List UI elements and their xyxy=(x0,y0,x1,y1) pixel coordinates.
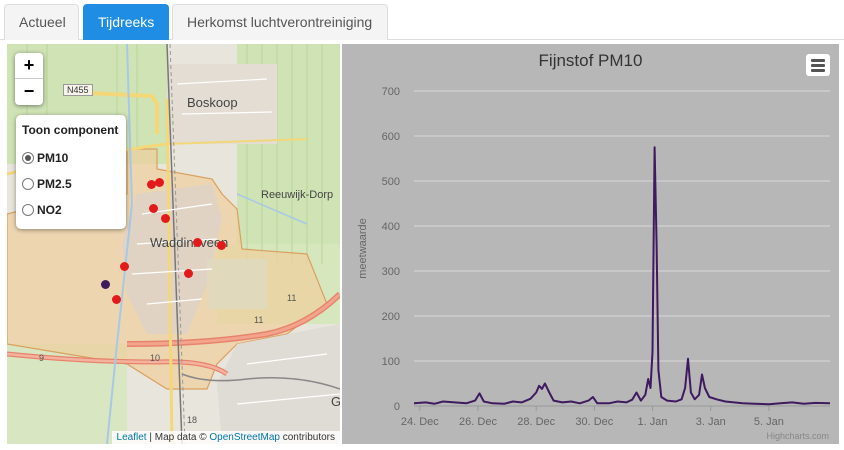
menu-icon xyxy=(811,69,825,72)
chart-credits[interactable]: Highcharts.com xyxy=(766,431,829,441)
chart-menu-button[interactable] xyxy=(806,54,830,76)
pm10-series-line xyxy=(413,146,831,406)
radio-no2[interactable] xyxy=(22,204,34,216)
menu-icon xyxy=(811,59,825,62)
component-label: PM10 xyxy=(37,151,69,165)
component-selector: Toon component PM10 PM2.5 NO2 xyxy=(16,115,126,229)
place-reeuwijk: Reeuwijk-Dorp xyxy=(261,189,334,201)
x-tick-label: 1. Jan xyxy=(638,416,668,428)
sensor-marker[interactable] xyxy=(149,204,158,213)
tab-herkomst[interactable]: Herkomst luchtverontreiniging xyxy=(172,4,388,40)
x-tick-label: 26. Dec xyxy=(459,416,497,428)
sensor-marker[interactable] xyxy=(155,178,164,187)
road-number: 11 xyxy=(287,293,297,303)
road-number: 18 xyxy=(187,415,198,425)
radio-pm25[interactable] xyxy=(22,178,34,190)
y-tick-label: 400 xyxy=(382,221,400,233)
place-boskoop: Boskoop xyxy=(187,95,238,110)
y-tick-label: 600 xyxy=(382,131,400,143)
x-tick-label: 28. Dec xyxy=(517,416,555,428)
tab-tijdreeks[interactable]: Tijdreeks xyxy=(83,4,169,40)
y-tick-label: 700 xyxy=(382,86,400,98)
x-tick-label: 3. Jan xyxy=(696,416,726,428)
tab-bar: Actueel Tijdreeks Herkomst luchtverontre… xyxy=(0,0,844,40)
chart-plot: 0 100 200 300 400 500 600 700 24. Dec 26. Dec 28. … xyxy=(357,86,831,428)
road-number: 10 xyxy=(150,353,161,363)
sensor-marker[interactable] xyxy=(217,241,226,250)
y-tick-label: 500 xyxy=(382,176,400,188)
chart-title: Fijnstof PM10 xyxy=(538,51,643,70)
component-selector-title: Toon component xyxy=(22,123,119,137)
map-panel[interactable]: N455 Boskoop Reeuwijk-Dorp Waddinxveen G… xyxy=(7,44,340,444)
sensor-marker[interactable] xyxy=(184,269,193,278)
y-tick-label: 100 xyxy=(382,356,400,368)
component-option-pm10[interactable]: PM10 xyxy=(22,145,120,171)
zoom-in-button[interactable]: + xyxy=(15,53,43,79)
timeseries-chart: Fijnstof PM10 0 100 200 300 400 500 600 700 24. … xyxy=(342,44,839,444)
component-label: PM2.5 xyxy=(37,177,72,191)
map-tiles xyxy=(7,44,340,444)
road-shield-n455: N455 xyxy=(63,84,93,96)
x-tick-label: 5. Jan xyxy=(754,416,784,428)
zoom-control: + − xyxy=(15,53,43,105)
sensor-marker[interactable] xyxy=(112,295,121,304)
map-attribution: Leaflet | Map data © OpenStreetMap contr… xyxy=(111,431,340,444)
y-axis-label: meetwaarde xyxy=(357,218,369,279)
x-tick-label: 30. Dec xyxy=(575,416,613,428)
sensor-marker[interactable] xyxy=(193,238,202,247)
attribution-tail: contributors xyxy=(279,432,335,443)
y-tick-label: 200 xyxy=(382,311,400,323)
y-tick-label: 300 xyxy=(382,266,400,278)
leaflet-link[interactable]: Leaflet xyxy=(116,432,147,443)
tab-actueel[interactable]: Actueel xyxy=(4,4,79,40)
radio-pm10[interactable] xyxy=(22,152,34,164)
road-number: 9 xyxy=(39,353,45,363)
component-option-no2[interactable]: NO2 xyxy=(22,197,120,223)
zoom-out-button[interactable]: − xyxy=(23,81,35,101)
sensor-marker[interactable] xyxy=(147,180,156,189)
place-g: G xyxy=(331,394,340,409)
sensor-marker[interactable] xyxy=(161,214,170,223)
component-label: NO2 xyxy=(37,203,62,217)
menu-icon xyxy=(811,64,825,67)
sensor-marker-selected[interactable] xyxy=(101,280,110,289)
sensor-marker[interactable] xyxy=(120,262,129,271)
attribution-text: | Map data © xyxy=(146,432,210,443)
place-waddinxveen: Waddinxveen xyxy=(150,235,229,250)
road-number: 11 xyxy=(254,315,264,325)
osm-link[interactable]: OpenStreetMap xyxy=(209,432,280,443)
x-tick-label: 24. Dec xyxy=(401,416,439,428)
component-option-pm25[interactable]: PM2.5 xyxy=(22,171,120,197)
y-tick-label: 0 xyxy=(394,401,400,413)
